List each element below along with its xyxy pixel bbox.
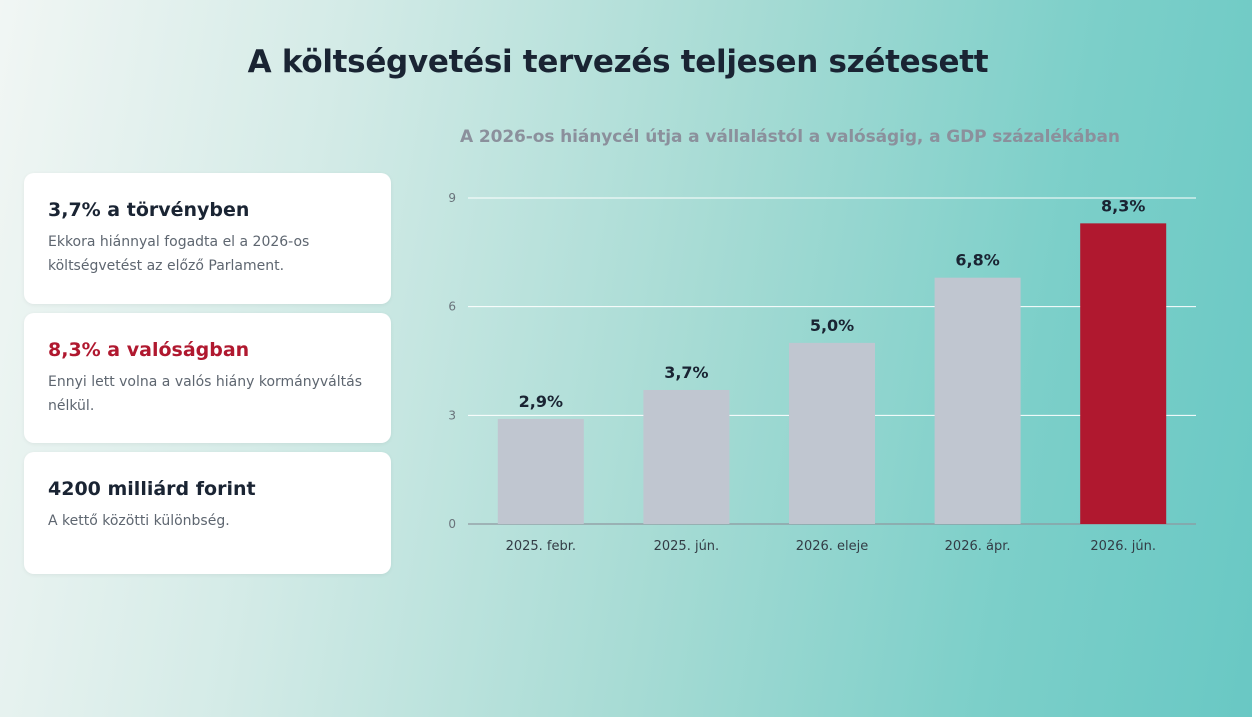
info-card-reality: 8,3% a valóságban Ennyi lett volna a val… — [24, 313, 391, 443]
x-tick-label: 2026. eleje — [796, 539, 869, 554]
page-title: A költségvetési tervezés teljesen szétes… — [247, 44, 989, 80]
y-tick-label: 6 — [448, 300, 456, 314]
card-text: A kettő közötti különbség. — [48, 513, 230, 529]
x-tick-label: 2025. febr. — [506, 539, 576, 554]
card-heading: 4200 milliárd forint — [48, 478, 256, 500]
info-card-difference: 4200 milliárd forint A kettő közötti kül… — [24, 452, 391, 574]
data-label: 5,0% — [810, 316, 854, 335]
y-tick-label: 0 — [448, 517, 456, 531]
x-tick-label: 2025. jún. — [654, 539, 720, 554]
bar — [934, 277, 1021, 524]
data-label: 2,9% — [519, 392, 563, 411]
data-label: 8,3% — [1101, 196, 1145, 215]
y-tick-label: 9 — [448, 191, 456, 205]
bar — [643, 389, 730, 524]
x-tick-label: 2026. jún. — [1090, 539, 1156, 554]
card-heading: 3,7% a törvényben — [48, 199, 250, 221]
data-label: 3,7% — [664, 363, 708, 382]
bar — [497, 418, 584, 524]
card-text: Ekkora hiánnyal fogadta el a 2026-os köl… — [48, 234, 310, 274]
bar — [789, 342, 875, 524]
bar — [1080, 223, 1167, 524]
chart-title: A 2026-os hiánycél útja a vállalástól a … — [460, 127, 1120, 147]
card-heading: 8,3% a valóságban — [48, 339, 250, 361]
x-tick-label: 2026. ápr. — [945, 539, 1011, 554]
info-card-law: 3,7% a törvényben Ekkora hiánnyal fogadt… — [24, 173, 391, 304]
card-text: Ennyi lett volna a valós hiány kormányvá… — [48, 374, 363, 414]
y-tick-label: 3 — [448, 408, 456, 422]
data-label: 6,8% — [955, 251, 999, 270]
